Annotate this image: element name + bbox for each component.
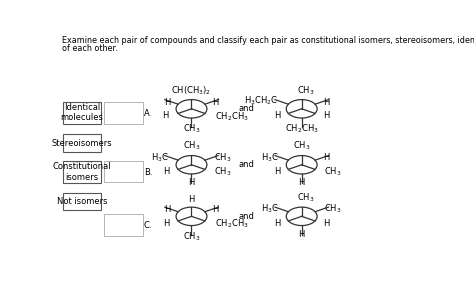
Text: CH$_3$: CH$_3$ [182, 230, 201, 243]
Text: H: H [323, 153, 329, 162]
Text: H: H [212, 205, 219, 214]
Text: H: H [188, 178, 195, 187]
Text: Identical
molecules: Identical molecules [61, 103, 103, 122]
Text: H: H [274, 111, 280, 120]
Text: H: H [299, 178, 305, 187]
Text: H: H [164, 167, 170, 176]
Text: H: H [274, 167, 280, 176]
Text: CH$_3$: CH$_3$ [214, 151, 232, 164]
Text: and: and [239, 212, 255, 221]
FancyBboxPatch shape [104, 101, 143, 124]
FancyBboxPatch shape [104, 214, 143, 236]
FancyBboxPatch shape [63, 193, 101, 210]
Text: Stereoisomers: Stereoisomers [52, 139, 112, 148]
Text: H$_3$C: H$_3$C [261, 203, 279, 215]
Text: CH$_3$: CH$_3$ [182, 140, 201, 152]
Text: CH$_3$: CH$_3$ [297, 192, 314, 204]
Text: H: H [164, 205, 171, 214]
Text: and: and [239, 104, 255, 113]
Text: CH$_2$CH$_3$: CH$_2$CH$_3$ [285, 123, 319, 135]
Text: H: H [164, 98, 171, 107]
Text: CH$_2$CH$_3$: CH$_2$CH$_3$ [215, 217, 249, 230]
Text: Examine each pair of compounds and classify each pair as constitutional isomers,: Examine each pair of compounds and class… [62, 36, 474, 45]
Text: Constitutional
isomers: Constitutional isomers [53, 162, 111, 182]
Text: CH(CH$_3$)$_2$: CH(CH$_3$)$_2$ [172, 84, 211, 97]
Text: C.: C. [144, 221, 152, 230]
Text: CH$_3$: CH$_3$ [324, 166, 342, 178]
Text: H: H [163, 111, 169, 121]
Text: Not isomers: Not isomers [57, 197, 107, 206]
Text: A.: A. [144, 109, 152, 118]
Text: H: H [299, 229, 305, 239]
Text: H: H [274, 219, 280, 228]
Text: CH$_3$: CH$_3$ [297, 84, 314, 97]
Text: H$_3$C: H$_3$C [261, 151, 279, 164]
Text: H: H [323, 97, 329, 107]
Text: CH$_3$: CH$_3$ [214, 166, 232, 178]
Text: CH$_3$: CH$_3$ [182, 123, 201, 135]
FancyBboxPatch shape [63, 161, 101, 183]
Text: H: H [212, 98, 219, 107]
Text: CH$_3$: CH$_3$ [293, 140, 310, 152]
Text: and: and [239, 160, 255, 169]
Text: H$_3$C: H$_3$C [151, 151, 169, 164]
Text: H: H [164, 219, 170, 228]
Text: of each other.: of each other. [62, 44, 118, 53]
Text: H$_3$CH$_2$C: H$_3$CH$_2$C [244, 95, 278, 107]
Text: H: H [323, 219, 329, 228]
Text: B.: B. [144, 168, 152, 176]
Text: CH$_3$: CH$_3$ [324, 203, 342, 215]
Text: H: H [188, 195, 195, 204]
FancyBboxPatch shape [63, 135, 101, 152]
Text: CH$_2$CH$_3$: CH$_2$CH$_3$ [215, 110, 249, 123]
FancyBboxPatch shape [104, 161, 143, 182]
Text: H: H [323, 111, 329, 120]
FancyBboxPatch shape [63, 101, 101, 124]
